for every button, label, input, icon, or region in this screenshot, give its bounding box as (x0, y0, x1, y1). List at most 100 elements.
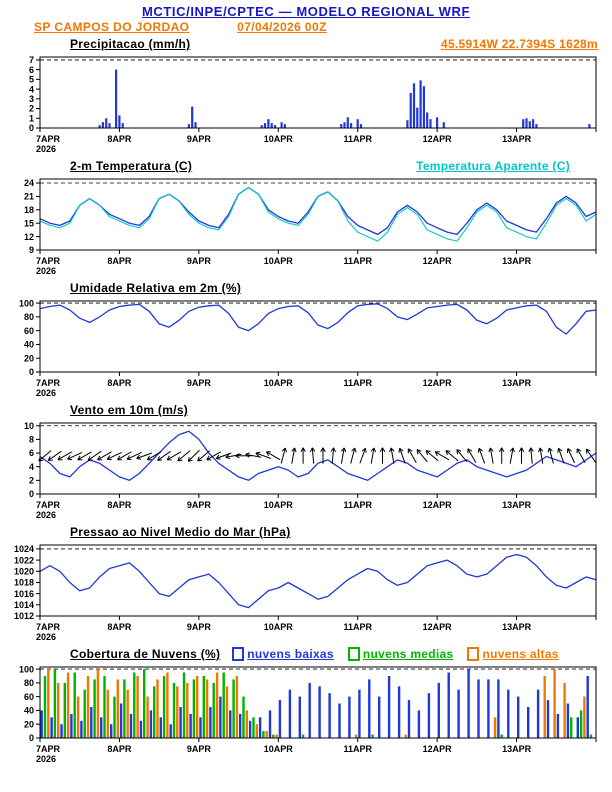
wind-chart: 0 2 4 6 8 10 7APR 8APR 9APR 10APR 11APR 12APR 13APR 2… (24, 421, 597, 520)
apparent-temperature-label: Temperatura Aparente (C) (416, 159, 570, 173)
svg-text:9APR: 9APR (187, 500, 212, 510)
svg-text:9APR: 9APR (187, 378, 212, 388)
run-datetime-label: 07/04/2026 00Z (237, 20, 327, 34)
panel-precipitation-title-row: Precipitacao (mm/h) 45.5914W 22.7394S 16… (0, 36, 612, 52)
panel-title-clouds: Cobertura de Nuvens (%) (70, 647, 221, 661)
svg-text:11APR: 11APR (343, 500, 372, 510)
svg-text:7APR: 7APR (36, 378, 61, 388)
svg-text:10APR: 10APR (264, 744, 294, 754)
humidity-chart: 0 20 40 60 80 100 7APR 8APR 9APR 10APR 11APR 12APR 1… (19, 298, 597, 398)
svg-text:1020: 1020 (14, 566, 34, 576)
legend-item-mid-clouds: nuvens medias (347, 647, 454, 661)
svg-text:80: 80 (24, 678, 34, 688)
svg-text:12: 12 (24, 232, 34, 242)
panel-humidity-title-row: Umidade Relativa em 2m (%) (0, 280, 612, 296)
svg-text:12APR: 12APR (423, 256, 453, 266)
svg-text:11APR: 11APR (343, 378, 372, 388)
svg-text:7APR: 7APR (36, 134, 61, 144)
svg-text:60: 60 (24, 326, 34, 336)
svg-text:80: 80 (24, 312, 34, 322)
svg-text:7: 7 (29, 55, 34, 65)
cloud-cover-chart: 0 20 40 60 80 100 7APR 8APR 9APR 10APR 11APR 12APR 1… (19, 664, 597, 764)
svg-text:10APR: 10APR (264, 622, 294, 632)
svg-text:6: 6 (29, 448, 34, 458)
svg-text:0: 0 (29, 367, 34, 377)
svg-text:8APR: 8APR (107, 622, 132, 632)
svg-text:13APR: 13APR (502, 744, 532, 754)
svg-text:5: 5 (29, 75, 34, 85)
panel-wind: Vento em 10m (m/s) 0 2 4 6 8 10 7APR 8APR 9APR 10… (0, 402, 612, 522)
svg-text:8APR: 8APR (107, 500, 132, 510)
svg-text:2026: 2026 (36, 632, 56, 642)
svg-text:100: 100 (19, 298, 34, 308)
svg-text:40: 40 (24, 706, 34, 716)
legend-item-high-clouds: nuvens altas (467, 647, 558, 661)
panel-precipitation: Precipitacao (mm/h) 45.5914W 22.7394S 16… (0, 36, 612, 156)
legend-label-low-clouds: nuvens baixas (247, 647, 334, 661)
station-label: SP CAMPOS DO JORDAO (34, 20, 190, 34)
svg-text:1016: 1016 (14, 589, 34, 599)
svg-text:4: 4 (29, 84, 34, 94)
svg-text:8APR: 8APR (107, 744, 132, 754)
svg-text:13APR: 13APR (502, 256, 532, 266)
svg-text:11APR: 11APR (343, 256, 372, 266)
svg-text:9APR: 9APR (187, 744, 212, 754)
panel-title-wind: Vento em 10m (m/s) (70, 403, 189, 417)
svg-text:2026: 2026 (36, 388, 56, 398)
cloud-legend: nuvens baixas nuvens medias nuvens altas (232, 647, 559, 661)
legend-label-high-clouds: nuvens altas (482, 647, 559, 661)
svg-text:24: 24 (24, 178, 34, 188)
svg-text:13APR: 13APR (502, 500, 532, 510)
svg-text:8: 8 (29, 435, 34, 445)
run-info-row: SP CAMPOS DO JORDAO 07/04/2026 00Z (0, 20, 612, 34)
svg-text:10APR: 10APR (264, 500, 294, 510)
svg-text:12APR: 12APR (423, 378, 453, 388)
svg-text:21: 21 (24, 192, 34, 202)
svg-text:9APR: 9APR (187, 256, 212, 266)
svg-text:9APR: 9APR (187, 622, 212, 632)
panel-temperature-title-row: 2-m Temperatura (C) Temperatura Aparente… (0, 158, 612, 174)
svg-text:13APR: 13APR (502, 134, 532, 144)
panel-title-pressure: Pressao ao Nivel Medio do Mar (hPa) (70, 525, 291, 539)
panel-clouds-title-row: Cobertura de Nuvens (%) nuvens baixas nu… (0, 646, 612, 662)
svg-text:9: 9 (29, 245, 34, 255)
svg-text:1014: 1014 (14, 600, 34, 610)
svg-text:12APR: 12APR (423, 500, 453, 510)
svg-text:15: 15 (24, 218, 34, 228)
panel-title-temperature: 2-m Temperatura (C) (70, 159, 193, 173)
svg-text:9APR: 9APR (187, 134, 212, 144)
svg-text:40: 40 (24, 340, 34, 350)
svg-text:18: 18 (24, 205, 34, 215)
svg-text:60: 60 (24, 692, 34, 702)
svg-text:7APR: 7APR (36, 500, 61, 510)
svg-text:12APR: 12APR (423, 744, 453, 754)
svg-text:8APR: 8APR (107, 134, 132, 144)
svg-text:7APR: 7APR (36, 622, 61, 632)
svg-text:100: 100 (19, 664, 34, 674)
svg-text:1018: 1018 (14, 578, 34, 588)
low-clouds-swatch-icon (232, 647, 245, 661)
mid-clouds-swatch-icon (347, 647, 360, 661)
svg-text:2: 2 (29, 104, 34, 114)
svg-text:10APR: 10APR (264, 378, 294, 388)
panel-title-humidity: Umidade Relativa em 2m (%) (70, 281, 242, 295)
svg-text:7APR: 7APR (36, 744, 61, 754)
svg-text:8APR: 8APR (107, 256, 132, 266)
svg-text:2026: 2026 (36, 144, 56, 154)
svg-text:3: 3 (29, 94, 34, 104)
svg-text:1: 1 (29, 113, 34, 123)
panel-title-precipitation: Precipitacao (mm/h) (70, 37, 191, 51)
svg-text:8APR: 8APR (107, 378, 132, 388)
panel-clouds: Cobertura de Nuvens (%) nuvens baixas nu… (0, 646, 612, 766)
svg-text:2: 2 (29, 476, 34, 486)
panel-wind-title-row: Vento em 10m (m/s) (0, 402, 612, 418)
svg-text:11APR: 11APR (343, 134, 372, 144)
svg-text:0: 0 (29, 489, 34, 499)
app-title: MCTIC/INPE/CPTEC — MODELO REGIONAL WRF (141, 4, 471, 19)
svg-text:4: 4 (29, 462, 34, 472)
svg-text:10: 10 (24, 421, 34, 431)
svg-text:13APR: 13APR (502, 622, 532, 632)
svg-text:1022: 1022 (14, 555, 34, 565)
svg-text:20: 20 (24, 719, 34, 729)
